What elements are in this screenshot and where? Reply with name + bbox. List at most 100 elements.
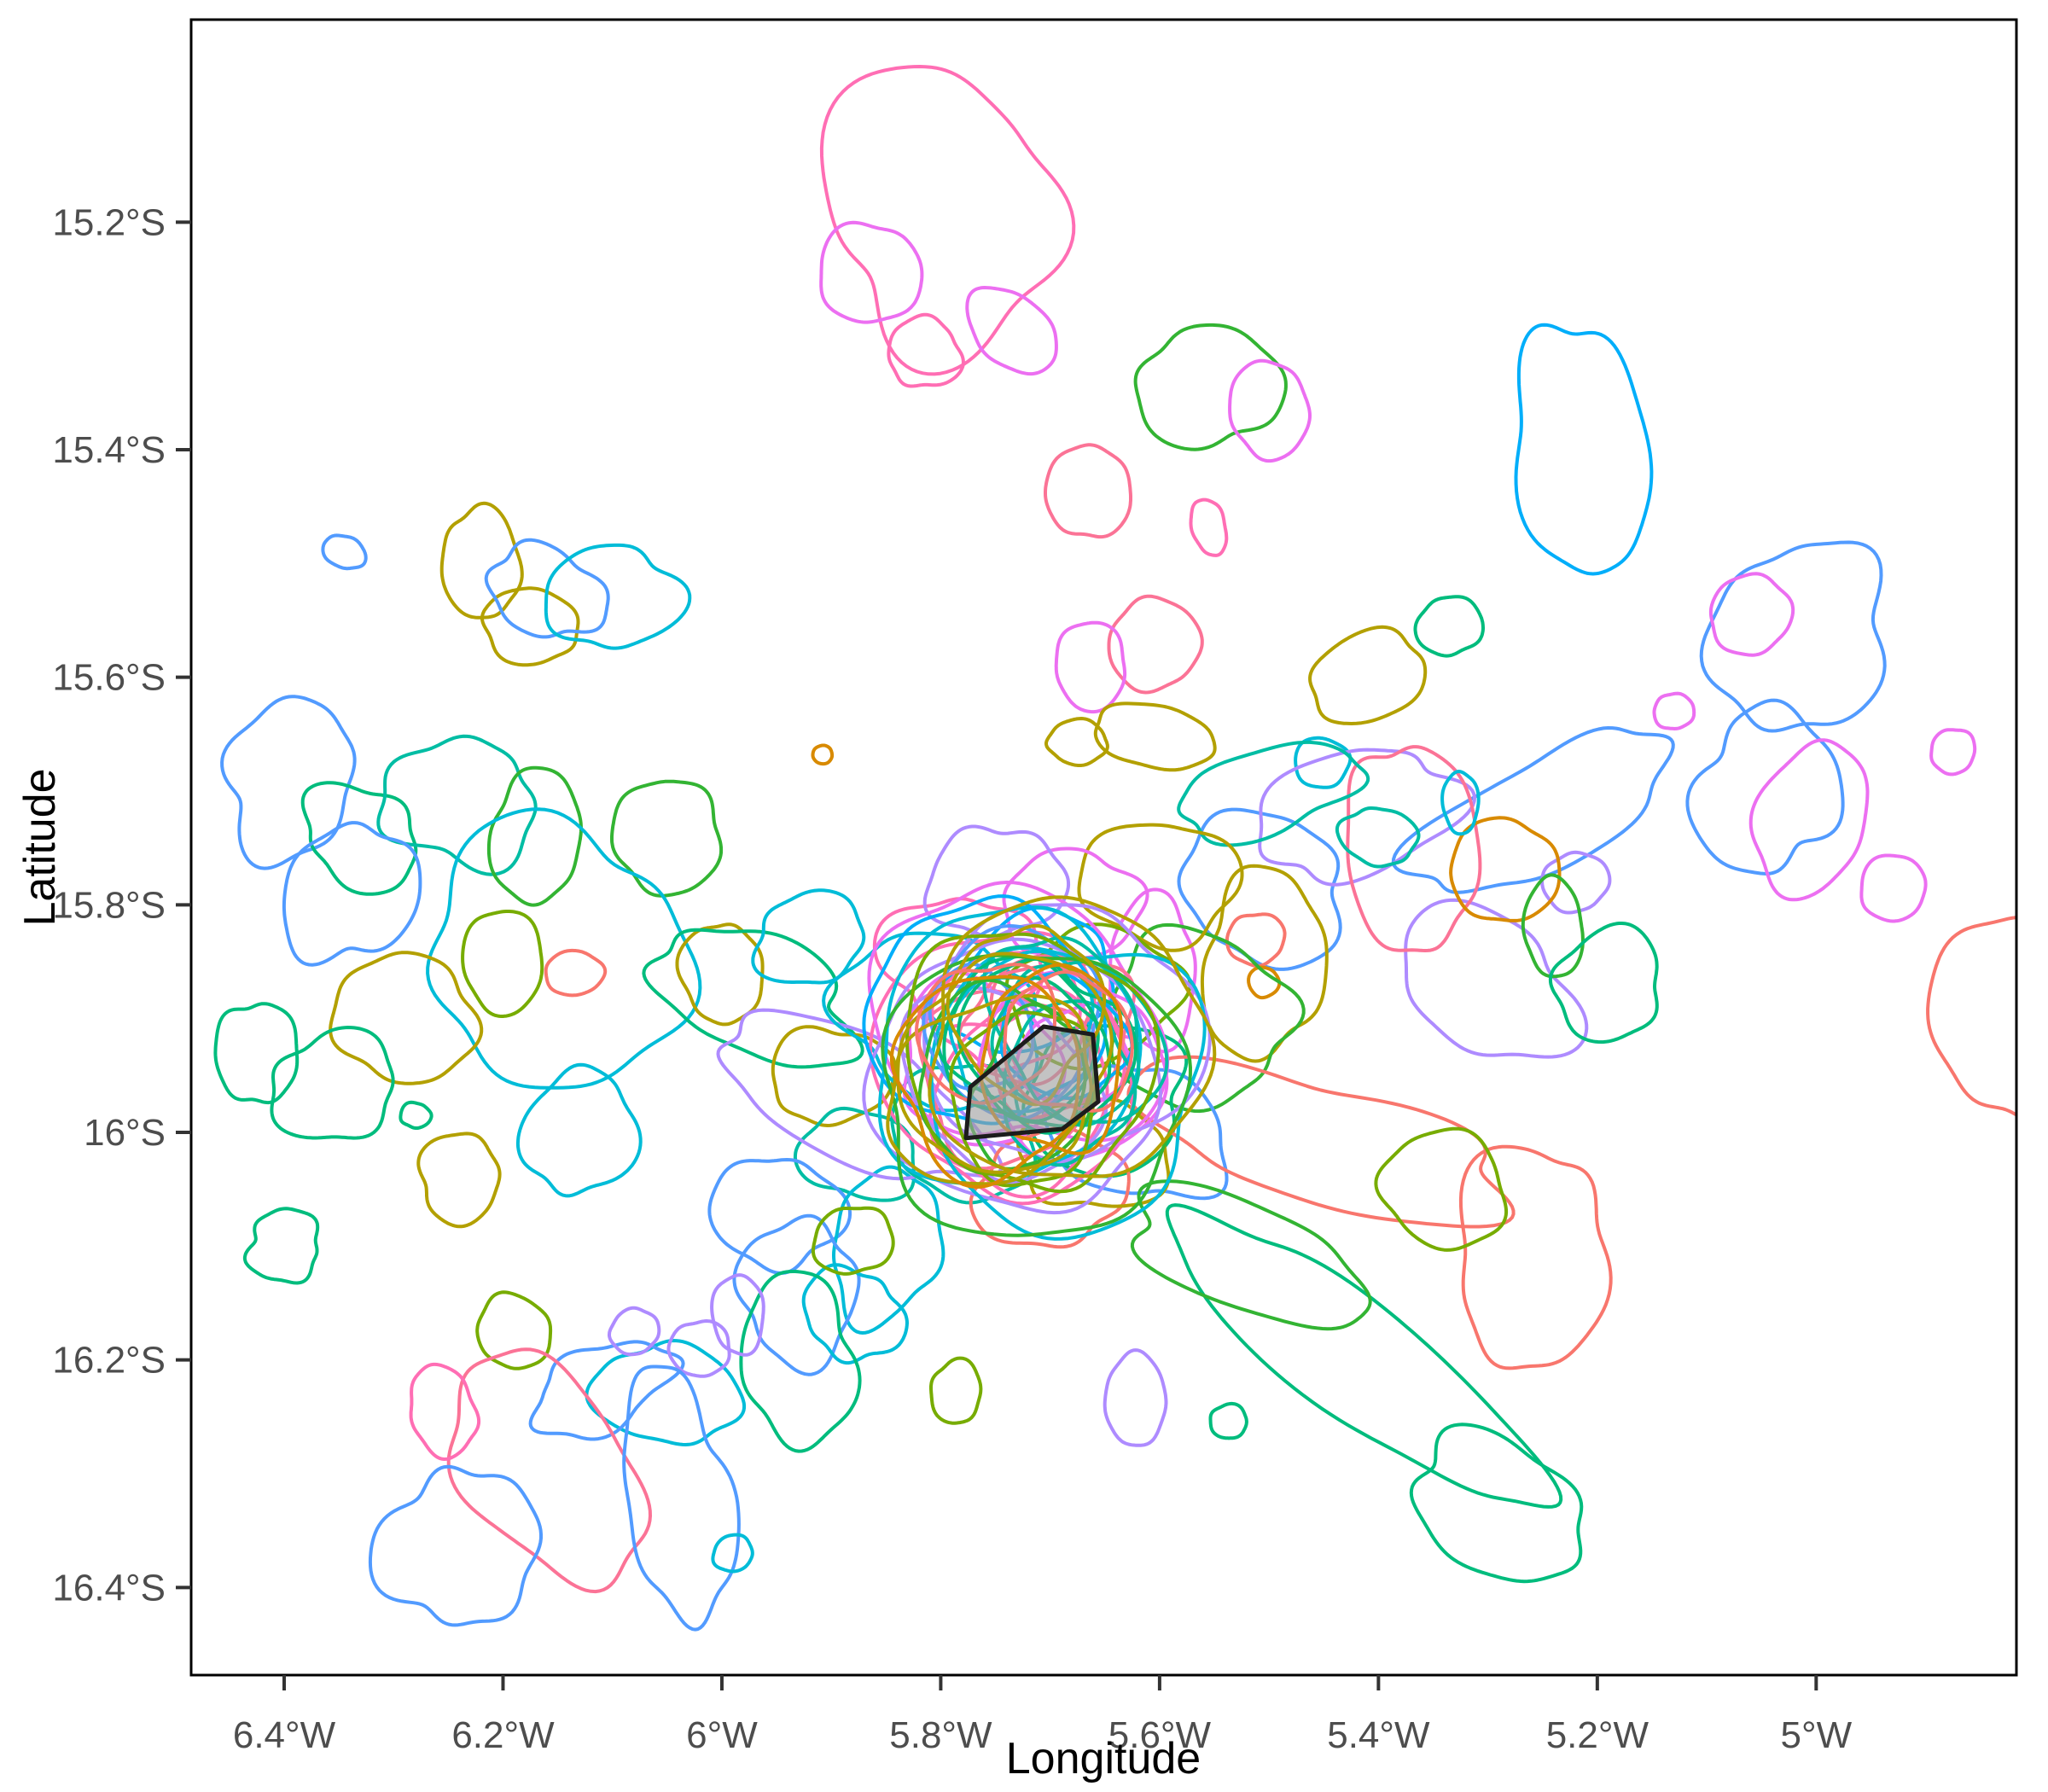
home-range-contour-cyan [544, 543, 692, 650]
x-axis-title: Longitude [1006, 1734, 1201, 1783]
home-range-contour-magenta [819, 220, 924, 324]
home-range-contour-blue [1685, 698, 1845, 876]
home-range-contour-orange [889, 975, 1081, 1189]
home-range-contour-purple [922, 824, 1071, 939]
home-range-contours-layer [213, 65, 2016, 1632]
home-range-contour-magenta [867, 881, 1170, 1143]
home-range-contour-blue [321, 533, 368, 571]
home-range-contour-olive [329, 951, 484, 1085]
home-range-contour-cyan [711, 1533, 754, 1574]
home-range-contour-orange [811, 743, 835, 766]
island-polygon [963, 1024, 1101, 1141]
y-axis-title: Latitude [15, 768, 65, 926]
home-range-contour-pink [1189, 497, 1229, 557]
home-range-contour-magenta [1054, 620, 1127, 714]
home-range-contour-rose [446, 1347, 652, 1594]
home-range-contour-applegreen [929, 1356, 983, 1425]
home-range-contour-magenta [1108, 887, 1197, 1054]
home-range-contour-salmon [969, 1126, 1131, 1249]
x-tick-label: 5.2°W [1546, 1714, 1649, 1756]
home-range-contour-olive [1093, 701, 1217, 772]
y-tick-label: 15.6°S [52, 657, 166, 699]
home-range-contour-rose [1107, 594, 1204, 695]
home-range-contour-magenta [1708, 572, 1795, 657]
home-range-contour-emerald [1208, 1401, 1248, 1440]
home-range-contour-green [486, 765, 583, 907]
home-range-contour-cyan [877, 905, 1143, 1186]
home-range-contour-cyan [426, 807, 702, 1090]
home-range-contour-purple [608, 1306, 661, 1357]
home-range-contour-green [610, 779, 724, 898]
y-tick-label: 15.2°S [52, 201, 166, 243]
y-tick-label: 16°S [84, 1112, 166, 1154]
home-range-contour-purple [710, 1273, 765, 1357]
home-range-contour-emerald [213, 1002, 300, 1105]
x-tick-label: 5.4°W [1327, 1714, 1430, 1756]
home-range-contour-green [1130, 1179, 1372, 1331]
x-tick-label: 5°W [1781, 1714, 1853, 1756]
x-tick-label: 5.8°W [889, 1714, 992, 1756]
home-range-contour-applegreen [461, 910, 544, 1018]
home-range-contour-emerald [399, 1100, 433, 1130]
home-range-contour-emerald [739, 1270, 862, 1453]
home-range-contour-cyan [515, 1062, 643, 1198]
home-range-contour-cyan [832, 1165, 945, 1335]
home-range-contour-pink [887, 312, 965, 388]
home-range-contour-magenta [1929, 728, 1977, 777]
home-range-contour-pink [819, 65, 1076, 376]
home-range-contour-magenta [965, 286, 1058, 376]
home-range-contour-applegreen [905, 932, 1161, 1194]
home-range-contour-olive [928, 895, 1217, 1178]
home-range-contour-purple [716, 1008, 1004, 1181]
home-range-contour-salmon [1225, 912, 1287, 968]
home-range-contour-applegreen [949, 1010, 1097, 1188]
home-range-contour-magenta [1002, 847, 1149, 960]
home-range-contour-emerald [270, 1026, 395, 1140]
y-tick-label: 15.4°S [52, 429, 166, 471]
home-range-contour-teal [1335, 806, 1421, 869]
home-range-contour-orange [1449, 816, 1562, 922]
y-tick-label: 15.8°S [52, 884, 166, 926]
home-range-contour-purple [1258, 748, 1476, 887]
home-range-contour-green [1521, 873, 1585, 979]
x-axis: 6.4°W 6.2°W 6°W 5.8°W 5.6°W 5.4°W 5.2°W 5°W [233, 1675, 1853, 1756]
home-range-contour-teal [982, 935, 1169, 1124]
home-range-contour-teal [1177, 740, 1370, 847]
home-range-contour-magenta [1748, 738, 1870, 902]
home-range-contour-applegreen [475, 1290, 553, 1370]
home-range-contour-magenta [1652, 691, 1696, 730]
home-range-contour-blue [622, 1364, 741, 1632]
home-range-contour-skyblue [1514, 323, 1654, 576]
panel-border [189, 18, 2018, 1677]
home-range-contour-olive [439, 501, 524, 620]
y-tick-label: 16.4°S [52, 1567, 166, 1609]
home-range-contour-emerald [1548, 922, 1659, 1044]
home-range-contour-applegreen [811, 1206, 895, 1276]
home-range-contour-olive [416, 1132, 502, 1229]
home-range-contour-olive [1308, 625, 1428, 725]
home-range-contour-rose [1346, 745, 1482, 952]
home-range-contour-salmon [1458, 1144, 1613, 1370]
home-range-contour-blue [220, 695, 357, 870]
home-range-contour-pink [409, 1362, 481, 1461]
home-range-contour-blue [1699, 540, 1887, 733]
home-range-contour-olive [1044, 717, 1109, 767]
home-range-contour-salmon [1126, 1055, 1516, 1229]
home-range-contour-blue [1391, 726, 1675, 894]
home-range-contour-blue [368, 1464, 543, 1627]
y-tick-label: 16.2°S [52, 1340, 166, 1382]
home-range-contour-blue [707, 1158, 852, 1275]
island-polygon-layer [963, 1024, 1101, 1141]
home-range-contour-salmon [1926, 916, 2016, 1117]
x-tick-label: 6.2°W [451, 1714, 555, 1756]
y-axis: 15.2°S 15.4°S 15.6°S 15.8°S 16°S 16.2°S 16.4°S [52, 201, 191, 1609]
x-tick-label: 6°W [686, 1714, 758, 1756]
home-range-contour-purple [666, 1319, 731, 1378]
home-range-contour-purple [1540, 850, 1612, 915]
home-range-contour-blue [732, 1213, 861, 1376]
home-range-contour-emerald [1413, 595, 1485, 658]
home-range-contour-emerald [242, 1207, 320, 1285]
